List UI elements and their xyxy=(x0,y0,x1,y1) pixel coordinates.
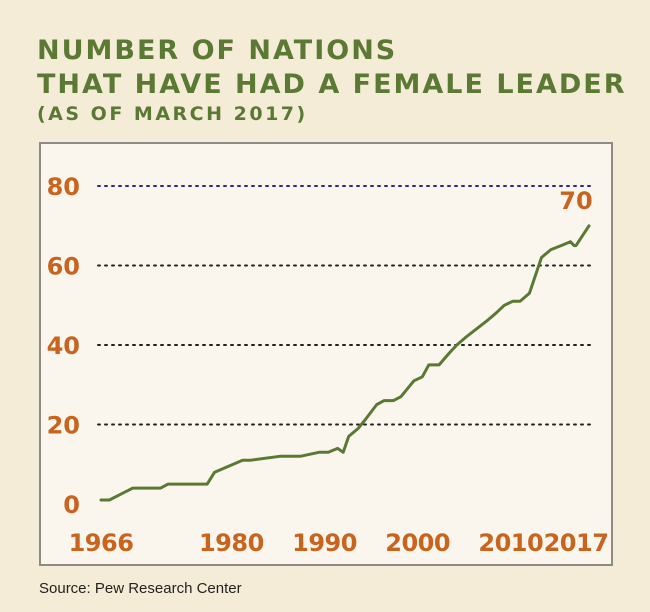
y-tick-label-20: 20 xyxy=(47,412,80,440)
y-tick-label-80: 80 xyxy=(47,173,80,201)
series-line xyxy=(99,224,591,502)
chart-title: NUMBER OF NATIONS THAT HAVE HAD A FEMALE… xyxy=(37,34,627,102)
x-tick-label-2010: 2010 xyxy=(478,529,543,557)
x-tick-label-1990: 1990 xyxy=(292,529,357,557)
y-tick-label-40: 40 xyxy=(47,332,80,360)
chart-panel xyxy=(39,142,613,566)
x-tick-label-2017: 2017 xyxy=(544,529,609,557)
chart-title-line-2: THAT HAVE HAD A FEMALE LEADER xyxy=(37,69,627,100)
end-value-label: 70 xyxy=(559,187,592,215)
x-tick-label-1966: 1966 xyxy=(69,529,134,557)
source-note: Source: Pew Research Center xyxy=(39,580,242,597)
y-tick-label-60: 60 xyxy=(47,253,80,281)
chart-title-line-1: NUMBER OF NATIONS xyxy=(37,35,398,66)
chart-subtitle: (AS OF MARCH 2017) xyxy=(37,103,308,125)
x-tick-label-2000: 2000 xyxy=(385,529,450,557)
x-tick-label-1980: 1980 xyxy=(199,529,264,557)
y-tick-label-0: 0 xyxy=(63,491,80,519)
